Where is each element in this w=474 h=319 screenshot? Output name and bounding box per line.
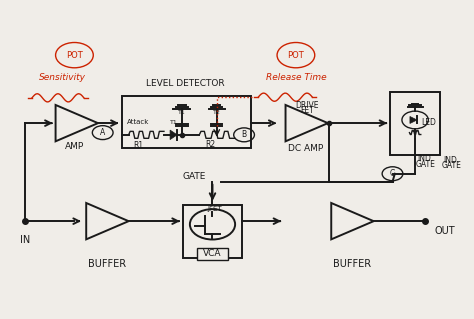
Text: R1: R1 xyxy=(133,141,143,150)
Text: A: A xyxy=(100,128,105,137)
Text: Release Time: Release Time xyxy=(265,73,326,82)
Text: LEVEL DETECTOR: LEVEL DETECTOR xyxy=(146,79,225,88)
Text: T2: T2 xyxy=(213,110,221,115)
Text: JFET: JFET xyxy=(207,206,222,212)
Text: Sensitivity: Sensitivity xyxy=(39,73,86,82)
Text: IND.: IND. xyxy=(418,154,434,163)
Text: IN: IN xyxy=(20,235,30,245)
Text: Attack: Attack xyxy=(127,119,149,124)
Text: C: C xyxy=(390,169,395,178)
Text: AMP: AMP xyxy=(65,142,84,151)
Text: B: B xyxy=(242,130,246,139)
Text: GATE: GATE xyxy=(441,161,461,170)
Text: GATE: GATE xyxy=(183,172,206,182)
Text: GATE: GATE xyxy=(416,160,436,169)
Text: BUFFER: BUFFER xyxy=(333,259,372,269)
Text: POT: POT xyxy=(66,51,83,60)
Text: DC AMP: DC AMP xyxy=(288,144,323,153)
Text: FET: FET xyxy=(300,106,314,115)
Text: POT: POT xyxy=(288,51,304,60)
Text: IND.: IND. xyxy=(443,156,459,165)
Text: R2: R2 xyxy=(206,140,216,149)
Text: T1: T1 xyxy=(170,120,177,125)
Polygon shape xyxy=(410,116,417,123)
Polygon shape xyxy=(170,130,177,140)
Text: VCA: VCA xyxy=(203,249,222,258)
Text: OUT: OUT xyxy=(434,226,455,236)
Text: LED: LED xyxy=(421,118,436,127)
Text: BUFFER: BUFFER xyxy=(88,259,127,269)
Text: T1: T1 xyxy=(178,110,186,115)
Text: DRIVE: DRIVE xyxy=(295,100,319,110)
FancyBboxPatch shape xyxy=(197,248,228,260)
